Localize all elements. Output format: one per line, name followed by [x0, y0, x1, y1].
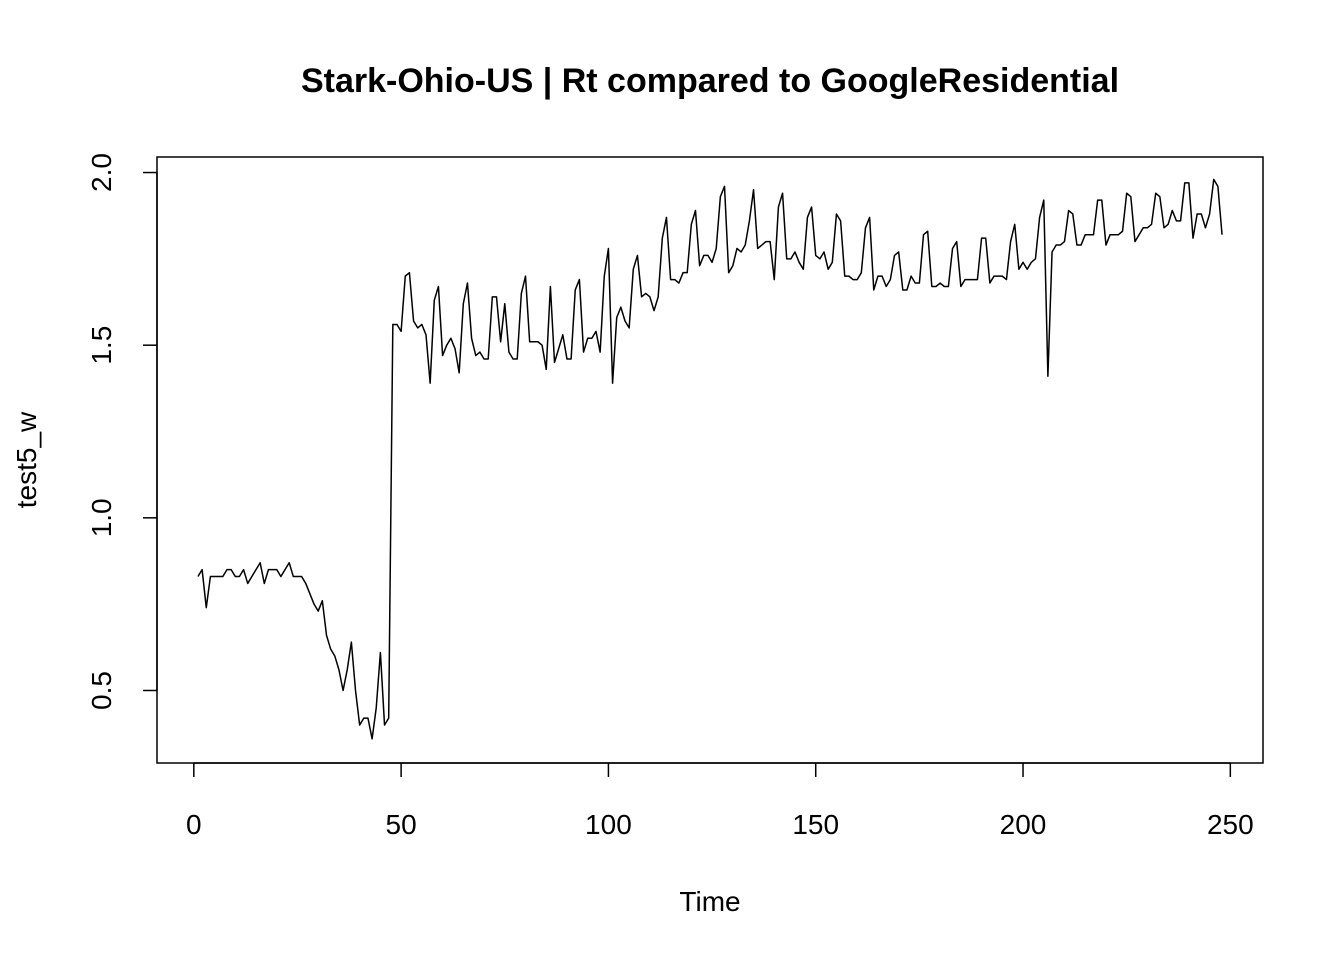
x-tick-label: 100: [585, 809, 632, 840]
x-tick-label: 150: [792, 809, 839, 840]
x-tick-label: 0: [186, 809, 202, 840]
x-tick-label: 250: [1207, 809, 1254, 840]
y-tick-label: 0.5: [86, 671, 117, 710]
y-axis-label: test5_w: [11, 411, 42, 508]
y-tick-label: 2.0: [86, 153, 117, 192]
y-tick-label: 1.0: [86, 498, 117, 537]
chart-title: Stark-Ohio-US | Rt compared to GoogleRes…: [301, 62, 1119, 100]
data-line: [197, 178, 1223, 740]
x-axis-label: Time: [679, 886, 740, 917]
y-tick-label: 1.5: [86, 326, 117, 365]
x-tick-label: 50: [386, 809, 417, 840]
x-tick-label: 200: [1000, 809, 1047, 840]
